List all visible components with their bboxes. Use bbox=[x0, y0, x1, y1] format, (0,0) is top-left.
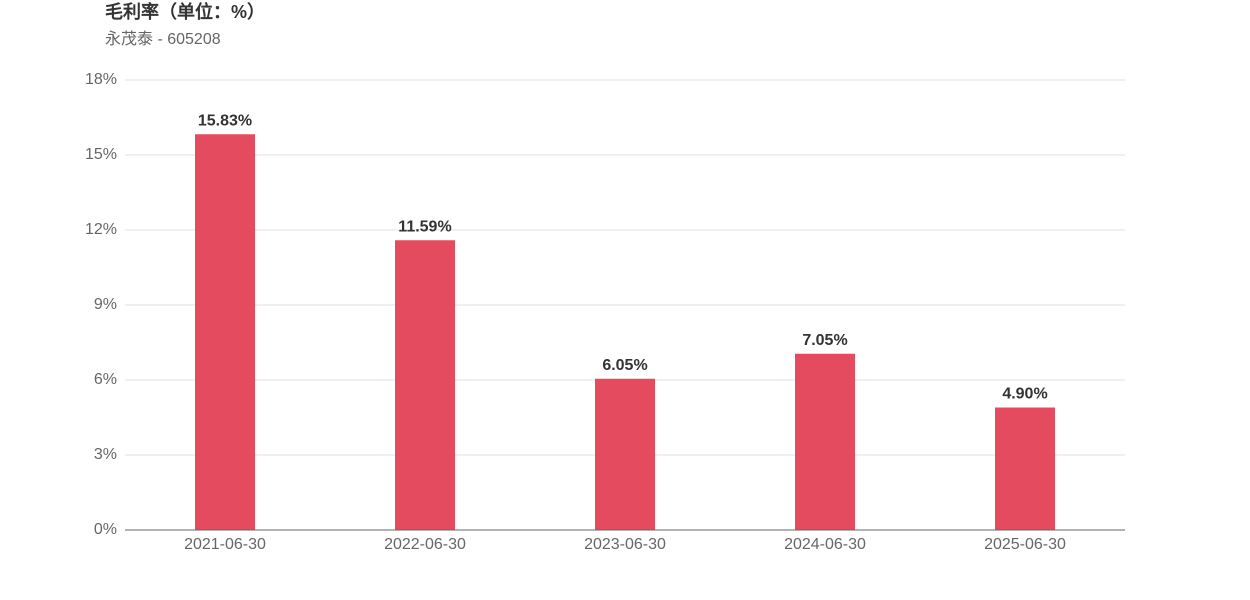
bar bbox=[795, 353, 855, 530]
x-tick-label: 2023-06-30 bbox=[584, 536, 666, 553]
value-label: 6.05% bbox=[602, 357, 647, 374]
value-label: 11.59% bbox=[398, 218, 451, 235]
x-tick-label: 2025-06-30 bbox=[984, 536, 1066, 553]
y-tick-label: 9% bbox=[94, 296, 117, 313]
value-label: 15.83% bbox=[198, 112, 252, 129]
y-tick-label: 18% bbox=[85, 71, 117, 88]
chart-subtitle: 永茂泰 - 605208 bbox=[105, 30, 221, 48]
y-tick-label: 3% bbox=[94, 446, 117, 463]
bar bbox=[195, 134, 255, 530]
bar bbox=[595, 378, 655, 530]
y-tick-label: 6% bbox=[94, 371, 117, 388]
bar bbox=[395, 240, 455, 530]
bar bbox=[995, 407, 1055, 530]
x-tick-label: 2022-06-30 bbox=[384, 536, 466, 553]
value-label: 7.05% bbox=[802, 332, 847, 349]
y-tick-label: 0% bbox=[94, 521, 117, 538]
x-tick-label: 2021-06-30 bbox=[184, 536, 266, 553]
y-tick-label: 12% bbox=[85, 221, 117, 238]
chart-title: 毛利率（单位：%） bbox=[105, 1, 265, 22]
value-label: 4.90% bbox=[1002, 386, 1047, 403]
x-tick-label: 2024-06-30 bbox=[784, 536, 866, 553]
y-tick-label: 15% bbox=[85, 146, 117, 163]
